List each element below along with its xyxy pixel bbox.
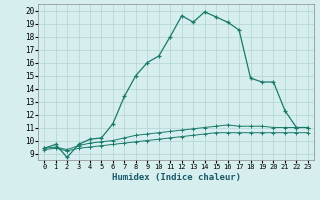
X-axis label: Humidex (Indice chaleur): Humidex (Indice chaleur) [111, 173, 241, 182]
